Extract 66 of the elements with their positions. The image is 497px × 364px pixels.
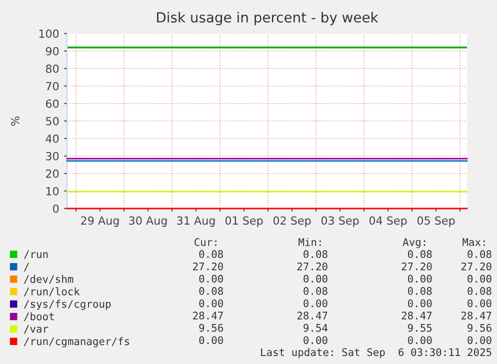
- text: 9.56: [468, 324, 492, 332]
- text: 0.00: [304, 299, 328, 308]
- x-tick-label: 02 Sep: [273, 216, 311, 227]
- text: 0.00: [468, 299, 492, 308]
- text: Cur:: [194, 238, 216, 246]
- text: 27.20: [297, 262, 328, 270]
- text: 28.47: [402, 312, 432, 320]
- text: 0.08: [468, 287, 492, 295]
- legend-label: /run/cgmanager/fs: [24, 337, 130, 348]
- y-axis-title: %: [10, 116, 20, 126]
- text: 9.54: [304, 324, 328, 332]
- text: 0.08: [199, 250, 223, 258]
- text: 9.55: [408, 324, 432, 332]
- y-tick-label: 40: [46, 134, 59, 143]
- legend-label: /sys/fs/cgroup: [24, 300, 111, 310]
- text: 0.08: [468, 250, 492, 258]
- text: 0.00: [304, 336, 328, 344]
- text: 27.20: [193, 262, 223, 270]
- text: 0.08: [408, 250, 432, 258]
- x-tick-label: 03 Sep: [321, 216, 359, 227]
- y-tick-label: 80: [46, 64, 59, 73]
- text: 0.00: [408, 274, 432, 283]
- legend-label: /run: [24, 250, 48, 259]
- y-tick-label: 30: [46, 152, 59, 160]
- text: 0.00: [304, 274, 328, 283]
- text: 0.00: [199, 336, 223, 344]
- text: 9.56: [199, 324, 223, 332]
- y-tick-label: 10: [46, 186, 59, 196]
- text: 0.08: [304, 250, 328, 258]
- text: 0.00: [468, 336, 492, 344]
- text: 27.20: [402, 262, 432, 270]
- text: 0.00: [199, 274, 223, 283]
- y-tick-label: 50: [46, 116, 59, 126]
- legend-label: /: [24, 262, 29, 272]
- text: Max:: [462, 238, 485, 246]
- text: 27.20: [461, 262, 492, 270]
- x-tick-label: 30 Aug: [129, 216, 167, 227]
- y-tick-label: 70: [46, 82, 59, 90]
- text: 0.08: [408, 287, 432, 295]
- text: 0.00: [199, 299, 223, 308]
- legend-label: /dev/shm: [24, 274, 74, 284]
- text: 0.08: [199, 287, 223, 295]
- x-tick-label: 31 Aug: [177, 216, 215, 227]
- x-tick-label: 04 Sep: [369, 216, 407, 227]
- text: 28.47: [193, 312, 223, 320]
- legend-label: /boot: [24, 312, 54, 322]
- y-tick-label: 60: [46, 99, 59, 108]
- legend-label: /run/lock: [24, 287, 80, 296]
- text: Min:: [298, 238, 321, 246]
- x-tick-label: 01 Sep: [225, 216, 263, 227]
- y-tick-label: 20: [46, 169, 59, 178]
- text: 0.08: [304, 287, 328, 295]
- text: 28.47: [297, 312, 328, 320]
- text: Avg:: [402, 238, 426, 248]
- x-tick-label: 29 Aug: [81, 216, 119, 227]
- legend-label: /var: [24, 325, 48, 334]
- y-tick-label: 0: [53, 204, 59, 213]
- text: 28.47: [461, 312, 492, 320]
- text: 0.00: [408, 299, 432, 308]
- chart-title: Disk usage in percent - by week: [157, 12, 378, 26]
- x-tick-label: 05 Sep: [417, 216, 455, 227]
- y-tick-label: 90: [46, 46, 59, 56]
- text: 0.00: [468, 274, 492, 283]
- text: Last update: Sat Sep 6 03:30:11 2025: [261, 348, 492, 358]
- y-tick-label: 100: [39, 29, 59, 38]
- text: 0.00: [408, 336, 432, 344]
